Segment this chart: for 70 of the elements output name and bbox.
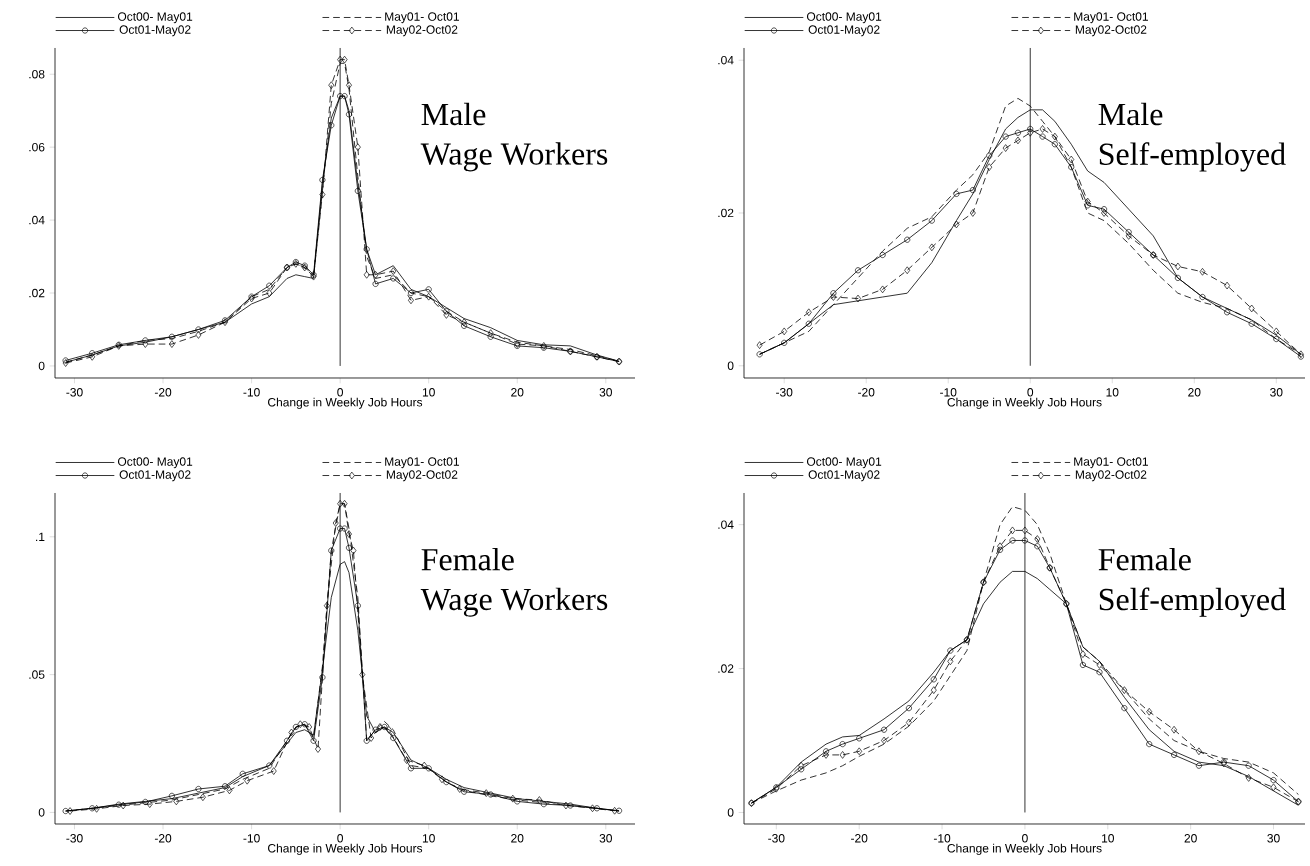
y-tick-label: .02	[718, 664, 734, 673]
x-tick-label: 0	[1027, 388, 1034, 397]
y-tick-label: .08	[29, 69, 45, 79]
x-tick-label: 20	[511, 388, 524, 397]
legend-label: Oct01-May02	[808, 470, 880, 482]
y-tick-label: .04	[718, 55, 734, 65]
legend-label: Oct01-May02	[119, 25, 191, 37]
annotation: Female	[421, 547, 514, 571]
x-tick-label: -30	[768, 834, 785, 843]
annotation: Female	[1098, 547, 1191, 571]
x-tick-label: -10	[243, 834, 260, 843]
x-tick-label: 10	[422, 388, 435, 397]
y-tick-label: 0	[727, 361, 734, 371]
x-tick-label: 30	[599, 834, 612, 843]
x-axis-title: Change in Weekly Job Hours	[268, 397, 423, 409]
legend-label: May01- Oct01	[385, 12, 459, 24]
x-tick-label: -10	[243, 388, 260, 397]
x-tick-label: 0	[1022, 834, 1028, 843]
legend-label: Oct00- May01	[806, 12, 882, 24]
x-tick-label: 30	[1267, 834, 1280, 843]
x-axis-title: Change in Weekly Job Hours	[268, 843, 423, 855]
x-tick-label: -20	[851, 834, 868, 843]
x-tick-label: -20	[858, 388, 875, 397]
legend-label: May02-Oct02	[1075, 470, 1147, 482]
y-tick-label: .05	[29, 670, 45, 679]
annotation: Wage Workers	[420, 587, 608, 617]
legend-label: May02-Oct02	[1075, 25, 1147, 37]
x-axis-title: Change in Weekly Job Hours	[947, 397, 1102, 409]
x-tick-label: -10	[940, 388, 957, 397]
x-tick-label: 30	[599, 388, 612, 397]
y-tick-label: 0	[727, 808, 734, 817]
y-tick-label: .04	[718, 520, 734, 529]
x-tick-label: -30	[776, 388, 793, 397]
x-tick-label: 20	[1184, 834, 1197, 843]
x-tick-label: 0	[337, 834, 344, 843]
annotation: Wage Workers	[420, 142, 608, 172]
x-tick-label: 20	[1188, 388, 1201, 397]
y-tick-label: .02	[29, 288, 45, 298]
y-tick-label: 0	[38, 808, 45, 817]
legend-label: Oct00- May01	[117, 457, 193, 469]
y-tick-label: .04	[29, 215, 45, 225]
annotation: Male	[1098, 102, 1163, 126]
legend-label: Oct00- May01	[117, 12, 193, 24]
x-tick-label: -20	[154, 834, 172, 843]
x-tick-label: -10	[933, 834, 951, 843]
x-tick-label: 10	[422, 834, 435, 843]
y-tick-label: 0	[38, 361, 45, 371]
x-axis-title: Change in Weekly Job Hours	[947, 843, 1102, 855]
x-tick-label: 20	[511, 834, 524, 843]
legend-label: Oct01-May02	[808, 25, 880, 37]
x-tick-label: -20	[154, 388, 172, 397]
legend-label: May01- Oct01	[1074, 457, 1148, 469]
annotation: Male	[421, 102, 486, 126]
y-tick-label: .06	[29, 142, 45, 152]
x-tick-label: -30	[66, 834, 83, 843]
legend-label: May01- Oct01	[1074, 12, 1148, 24]
legend-label: Oct01-May02	[119, 470, 191, 482]
legend-label: Oct00- May01	[806, 457, 882, 469]
annotation: Self-employed	[1099, 142, 1286, 172]
legend-label: May02-Oct02	[386, 25, 458, 37]
x-tick-label: 0	[337, 388, 344, 397]
x-tick-label: 10	[1106, 388, 1119, 397]
legend-label: May01- Oct01	[385, 457, 459, 469]
y-tick-label: .1	[36, 532, 45, 541]
x-tick-label: 30	[1270, 388, 1283, 397]
legend-label: May02-Oct02	[386, 470, 458, 482]
x-tick-label: 10	[1102, 834, 1114, 843]
y-tick-label: .02	[718, 208, 734, 218]
x-tick-label: -30	[66, 388, 83, 397]
annotation: Self-employed	[1099, 587, 1286, 617]
